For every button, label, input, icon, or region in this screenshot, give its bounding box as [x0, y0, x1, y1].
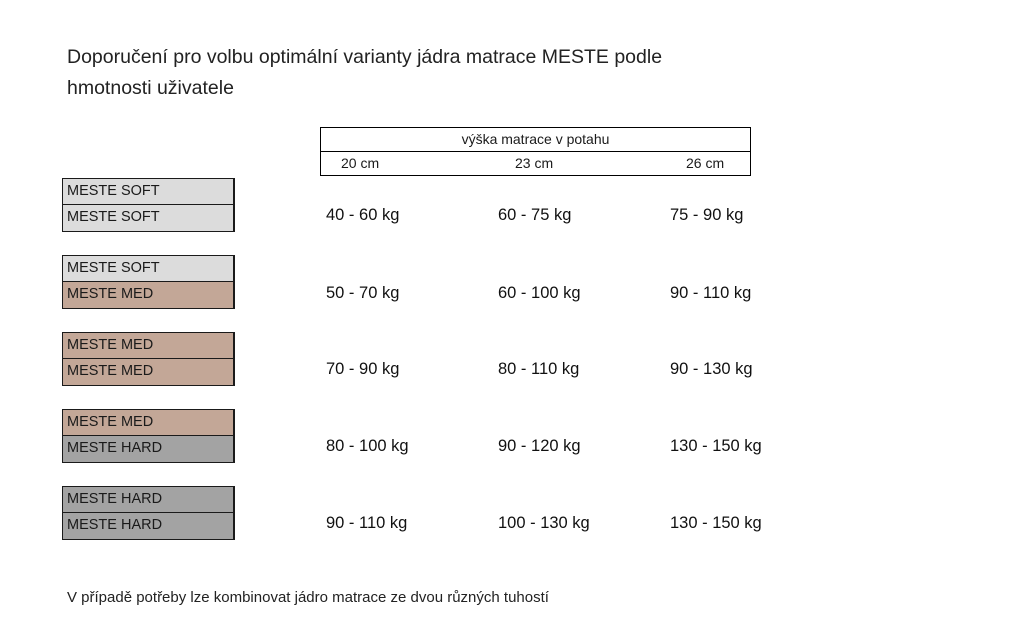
column-header-23cm: 23 cm [515, 155, 554, 171]
row-4-bottom-layer: MESTE HARD [62, 436, 235, 463]
row-3-value-26cm: 90 - 130 kg [670, 360, 753, 378]
row-3-value-23cm: 80 - 110 kg [498, 360, 580, 378]
column-header-26cm: 26 cm [686, 155, 725, 171]
row-1-value-23cm: 60 - 75 kg [498, 206, 572, 224]
row-5-bottom-layer: MESTE HARD [62, 513, 235, 540]
row-2-value-20cm: 50 - 70 kg [326, 284, 400, 302]
row-5-top-layer: MESTE HARD [62, 486, 235, 513]
row-2-value-26cm: 90 - 110 kg [670, 284, 752, 302]
row-1-value-26cm: 75 - 90 kg [670, 206, 744, 224]
page-title: Doporučení pro volbu optimální varianty … [67, 42, 827, 104]
height-header: výška matrace v potahu 20 cm 23 cm 26 cm [320, 127, 751, 176]
row-5-value-20cm: 90 - 110 kg [326, 514, 408, 532]
row-4-value-23cm: 90 - 120 kg [498, 437, 581, 455]
row-3-top-layer: MESTE MED [62, 332, 235, 359]
row-1-top-layer: MESTE SOFT [62, 178, 235, 205]
column-header-20cm: 20 cm [341, 155, 380, 171]
height-columns: 20 cm 23 cm 26 cm [321, 152, 750, 175]
row-1-value-20cm: 40 - 60 kg [326, 206, 400, 224]
title-line-2: hmotnosti uživatele [67, 77, 234, 99]
row-4-top-layer: MESTE MED [62, 409, 235, 436]
footnote: V případě potřeby lze kombinovat jádro m… [67, 589, 549, 606]
row-2-value-23cm: 60 - 100 kg [498, 284, 581, 302]
row-3-bottom-layer: MESTE MED [62, 359, 235, 386]
row-2-top-layer: MESTE SOFT [62, 255, 235, 282]
title-line-1: Doporučení pro volbu optimální varianty … [67, 46, 663, 68]
row-3-value-20cm: 70 - 90 kg [326, 360, 400, 378]
row-5-value-23cm: 100 - 130 kg [498, 514, 590, 532]
row-2-bottom-layer: MESTE MED [62, 282, 235, 309]
row-4-value-20cm: 80 - 100 kg [326, 437, 409, 455]
row-4-value-26cm: 130 - 150 kg [670, 437, 762, 455]
row-5-value-26cm: 130 - 150 kg [670, 514, 762, 532]
height-group-label: výška matrace v potahu [321, 128, 750, 152]
row-1-bottom-layer: MESTE SOFT [62, 205, 235, 232]
